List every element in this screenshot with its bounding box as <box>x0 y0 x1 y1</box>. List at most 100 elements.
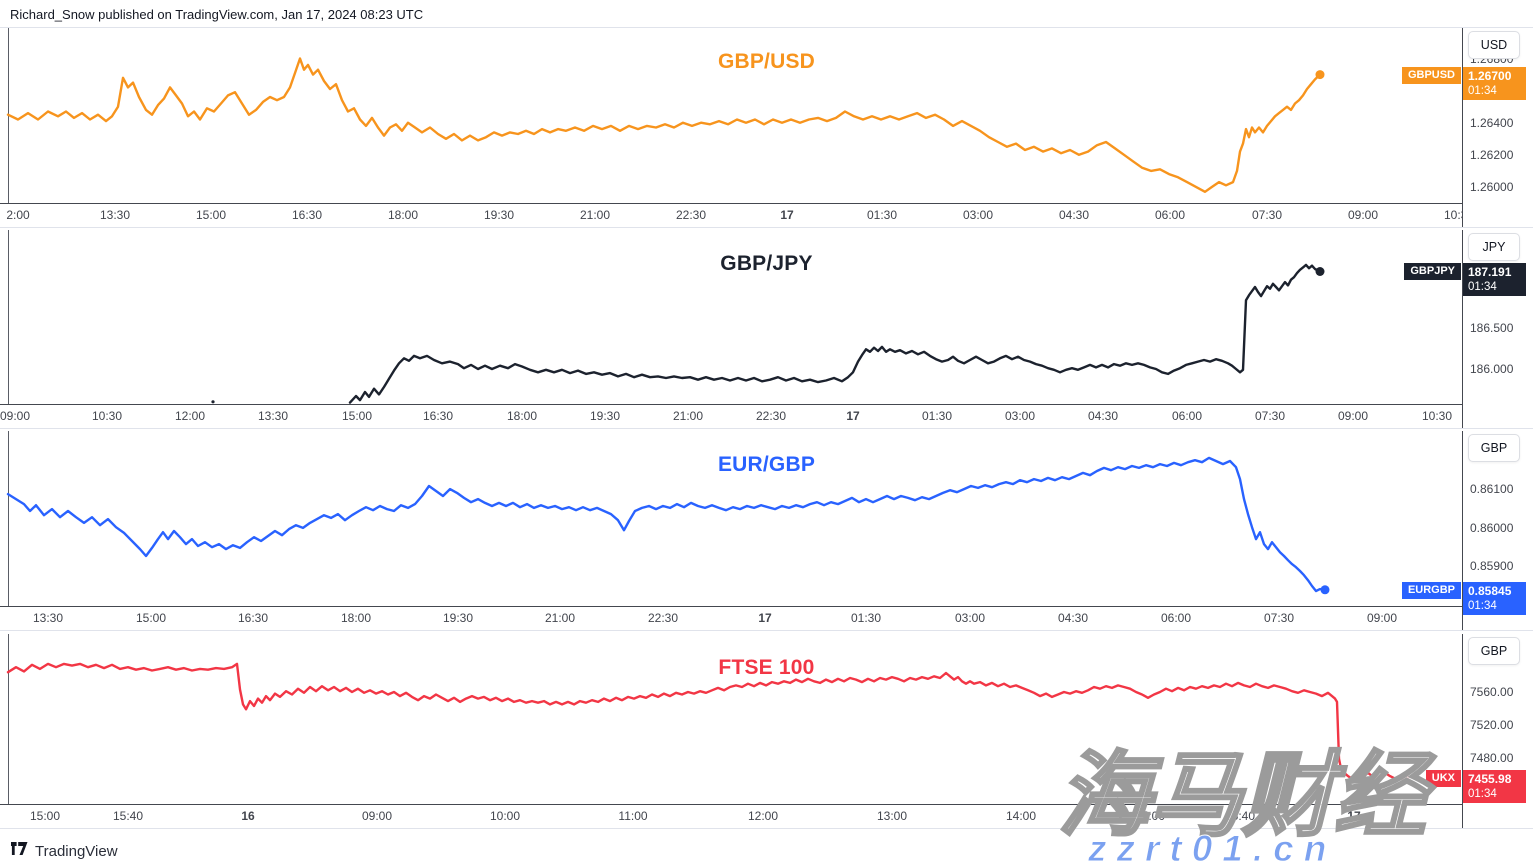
x-axis-label: 16 <box>241 809 255 823</box>
price-line-chart <box>6 662 1410 783</box>
footer-brand[interactable]: TradingView <box>10 841 118 861</box>
x-axis-label: 12:00 <box>174 409 206 423</box>
last-price-time: 01:34 <box>1468 599 1497 612</box>
y-axis-label: 1.26000 <box>1470 179 1514 194</box>
y-axis-label: 186.000 <box>1470 362 1514 376</box>
last-price-value: 7455.98 <box>1468 771 1512 786</box>
symbol-badge: GBPUSD <box>1401 66 1461 84</box>
last-price-value: 0.85845 <box>1468 583 1512 598</box>
chart-title: GBP/USD <box>717 50 816 74</box>
x-axis-label: 15:40 <box>1224 809 1256 823</box>
price-line-chart <box>6 456 1330 595</box>
last-price-time: 01:34 <box>1468 84 1497 97</box>
x-axis-label: 06:00 <box>1154 208 1186 222</box>
x-axis-label: 15:00 <box>195 208 227 222</box>
y-axis-label: 186.500 <box>1470 321 1514 336</box>
chart-left-frame <box>8 230 9 404</box>
x-axis-label: 21:00 <box>579 208 611 222</box>
currency-toggle-button[interactable]: GBP <box>1468 637 1520 665</box>
x-axis-label: 01:30 <box>921 409 953 423</box>
y-axis-label: 0.86000 <box>1470 520 1514 535</box>
x-axis-label: 16:30 <box>422 409 454 423</box>
x-axis-label: 22:30 <box>755 409 787 423</box>
chart-title: GBP/JPY <box>720 252 813 276</box>
x-axis-label: 15:40 <box>112 809 144 823</box>
last-price-badge: 1.26700 01:34 <box>1463 66 1526 100</box>
x-axis-label: 19:30 <box>483 208 515 222</box>
y-axis-label: 0.85900 <box>1470 559 1514 573</box>
x-axis-label: 21:00 <box>672 409 704 423</box>
x-axis-label: 04:30 <box>1087 409 1119 423</box>
x-axis-label: 17 <box>758 611 772 625</box>
x-axis-label: 15:00 <box>1134 809 1166 823</box>
x-axis-label: 11:00 <box>618 809 648 823</box>
price-line-chart <box>6 57 1325 194</box>
brand-label: TradingView <box>35 842 118 860</box>
last-price-badge: 187.191 01:34 <box>1463 263 1526 297</box>
x-axis-label: 03:00 <box>962 208 994 222</box>
x-axis-label: 04:30 <box>1058 208 1090 222</box>
last-price-time: 01:34 <box>1468 787 1497 800</box>
chart-area[interactable]: FTSE 100 UKX <box>0 634 1462 805</box>
last-price-value: 1.26700 <box>1468 68 1512 83</box>
chart-area[interactable]: EUR/GBP EURGBP <box>0 431 1462 607</box>
x-axis-label: 09:00 <box>1337 409 1369 423</box>
price-line-chart <box>211 263 1325 404</box>
x-axis-label: 03:00 <box>954 611 986 625</box>
x-axis-label: 17 <box>1347 809 1361 823</box>
last-price-value: 187.191 <box>1468 265 1512 280</box>
price-axis[interactable]: GBP 0.86100 0.86000 0.85900 0.85845 01:34 <box>1462 431 1533 630</box>
last-price-badge: 7455.98 01:34 <box>1463 769 1526 803</box>
x-axis-label: 10:30 <box>1421 409 1453 423</box>
x-axis-label: 19:30 <box>442 611 474 625</box>
panel-gbpjpy: GBP/JPY GBPJPY JPY 187.000186.500186.000… <box>0 230 1533 429</box>
x-axis-label: 09:00 <box>1366 611 1398 625</box>
x-axis-label: 07:30 <box>1254 409 1286 423</box>
watermark-site-url: zzrt01.cn <box>1087 828 1337 866</box>
chart-area[interactable]: GBP/JPY GBPJPY <box>0 230 1462 405</box>
x-axis-label: 10:00 <box>489 809 521 823</box>
price-axis[interactable]: GBP 7560.00 7520.00 7480.00 7455.98 01:34 <box>1462 634 1533 828</box>
y-axis-label: 7560.00 <box>1470 684 1514 699</box>
x-axis-label: 17 <box>846 409 860 423</box>
x-axis-label: 15:00 <box>341 409 373 423</box>
x-axis-label: 03:00 <box>1004 409 1036 423</box>
x-axis-label: 16:30 <box>291 208 323 222</box>
x-axis-label: 07:30 <box>1251 208 1283 222</box>
panel-ftse100: FTSE 100 UKX GBP 7560.00 7520.00 7480.00 7… <box>0 634 1533 829</box>
panel-gbpusd: GBP/USD GBPUSD USD 1.268001.266001.26400… <box>0 27 1533 228</box>
x-axis-label: 13:30 <box>32 611 64 625</box>
currency-toggle-button[interactable]: GBP <box>1468 434 1520 462</box>
last-price-time: 01:34 <box>1468 281 1497 294</box>
time-axis[interactable]: 09:00 10:30 12:00 13:30 15:00 16:30 18:00 19:30… <box>0 405 1533 428</box>
x-axis-label: 22:30 <box>647 611 679 625</box>
y-axis-label: 7520.00 <box>1470 717 1514 732</box>
currency-toggle-button[interactable]: USD <box>1468 31 1520 59</box>
chart-area[interactable]: GBP/USD GBPUSD <box>0 28 1462 204</box>
x-axis-label: 2:00 <box>6 208 30 222</box>
last-price-badge: 0.85845 01:34 <box>1463 581 1526 615</box>
time-axis[interactable]: 13:30 15:00 16:30 18:00 19:30 21:00 22:30 17 01:… <box>0 607 1533 630</box>
price-axis[interactable]: USD 1.268001.266001.264001.262001.26000 … <box>1462 28 1533 227</box>
x-axis-label: 18:00 <box>340 611 372 625</box>
y-axis-label: 0.86100 <box>1470 482 1514 497</box>
x-axis-label: 06:00 <box>1171 409 1203 423</box>
chart-title: FTSE 100 <box>718 656 815 680</box>
x-axis-label: 12:00 <box>747 809 779 823</box>
y-axis-label: 1.26200 <box>1470 147 1514 162</box>
currency-toggle-button[interactable]: JPY <box>1468 233 1520 261</box>
x-axis-label: 21:00 <box>544 611 576 625</box>
tradingview-logo-icon <box>10 841 29 861</box>
x-axis-label: 16:30 <box>237 611 269 625</box>
x-axis-label: 19:30 <box>589 409 621 423</box>
chart-left-frame <box>8 431 9 606</box>
x-axis-label: 15:00 <box>29 809 61 823</box>
x-axis-label: 01:30 <box>850 611 882 625</box>
x-axis-label: 14:00 <box>1005 809 1037 823</box>
time-axis[interactable]: 2:00 13:30 15:00 16:30 18:00 19:30 21:00 22:30 1… <box>0 204 1533 227</box>
time-axis[interactable]: 15:00 15:40 16 09:00 10:00 11:00 12:00 13:00 14:… <box>0 805 1533 828</box>
x-axis-label: 09:00 <box>0 409 31 423</box>
byline: Richard_Snow published on TradingView.co… <box>10 7 424 22</box>
